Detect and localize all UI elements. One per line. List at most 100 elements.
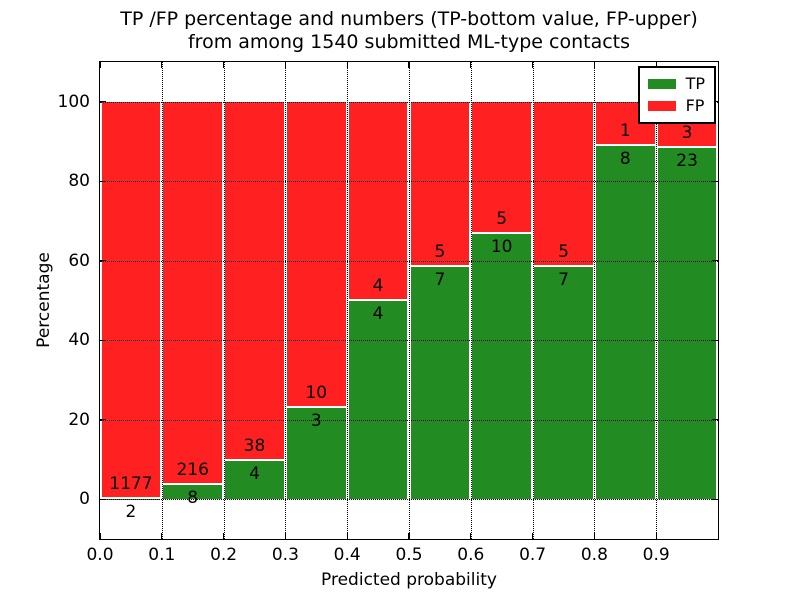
tp-swatch-icon [647, 79, 676, 89]
tp-count-label: 7 [434, 270, 446, 291]
y-tick-mark-left [100, 260, 106, 262]
y-tick-mark-left [100, 339, 106, 341]
x-gridline [347, 62, 349, 539]
y-tick-label: 40 [68, 330, 90, 351]
fp-bar-segment [348, 101, 408, 301]
x-gridline [532, 62, 534, 539]
chart-title-line2: from among 1540 submitted ML-type contac… [187, 31, 631, 53]
x-tick-mark-top [346, 62, 348, 68]
x-tick-mark-top [222, 62, 225, 68]
x-tick-label: 0.6 [457, 545, 485, 565]
tp-count-label: 4 [249, 464, 260, 485]
legend-item-fp: FP [647, 95, 705, 117]
legend-item-tp: TP [647, 73, 705, 95]
fp-count-label: 3 [681, 122, 693, 143]
tp-bar-segment [472, 234, 532, 500]
tp-count-label: 8 [187, 488, 199, 509]
legend-label-fp: FP [685, 96, 705, 115]
x-tick-mark-top [408, 62, 410, 68]
fp-bar-segment [472, 101, 532, 235]
plot-area: 1177 2 216 8 38 4 10 3 4 4 5 7 5 10 5 7 1 8 3 23 TP FP [99, 61, 719, 540]
chart-title: TP /FP percentage and numbers (TP-bottom… [100, 8, 718, 54]
x-tick-mark-bottom [222, 533, 225, 539]
y-tick-mark-right [712, 498, 718, 500]
x-tick-mark-top [593, 62, 596, 68]
x-tick-mark-top [161, 62, 163, 68]
x-tick-mark-bottom [408, 533, 410, 539]
x-gridline [470, 62, 472, 539]
x-tick-mark-top [655, 62, 657, 68]
x-tick-mark-bottom [593, 533, 596, 539]
x-tick-label: 0.2 [210, 545, 238, 565]
fp-bar-segment [286, 101, 346, 408]
fp-count-label: 38 [243, 436, 266, 457]
fp-bar-segment [163, 101, 223, 486]
x-tick-mark-bottom [531, 533, 534, 539]
x-tick-label: 0.9 [642, 545, 670, 565]
tp-count-label: 4 [372, 303, 384, 324]
tp-bar-segment [410, 267, 470, 500]
tp-count-label: 7 [558, 270, 569, 291]
y-tick-mark-left [100, 101, 106, 103]
x-gridline [656, 62, 658, 539]
fp-count-label: 5 [434, 242, 446, 263]
y-tick-mark-right [712, 419, 718, 421]
tp-bar-segment [534, 267, 593, 500]
tp-count-label: 2 [125, 501, 137, 522]
fp-count-label: 5 [496, 209, 508, 230]
x-gridline [594, 62, 596, 539]
x-tick-label: 0.8 [580, 545, 608, 565]
y-tick-mark-right [712, 339, 718, 341]
tp-count-label: 23 [676, 150, 698, 171]
tp-count-label: 3 [310, 410, 322, 431]
y-tick-mark-left [100, 180, 106, 182]
x-tick-mark-bottom [99, 533, 101, 539]
x-tick-label: 0.7 [519, 545, 547, 565]
x-tick-mark-top [99, 62, 101, 68]
x-tick-mark-bottom [470, 533, 472, 539]
x-tick-mark-bottom [655, 533, 657, 539]
y-tick-mark-left [100, 498, 106, 500]
y-tick-mark-left [100, 419, 106, 421]
fp-count-label: 216 [176, 460, 209, 481]
x-tick-mark-top [531, 62, 534, 68]
x-tick-mark-top [284, 62, 287, 68]
tp-bar-segment [286, 407, 346, 500]
x-tick-label: 0.1 [148, 545, 176, 565]
x-gridline [409, 62, 410, 539]
x-gridline [285, 62, 287, 539]
tp-bar-segment [101, 498, 161, 500]
fp-count-label: 10 [305, 382, 328, 403]
fp-bar-segment [410, 101, 470, 268]
y-tick-label: 20 [68, 409, 90, 430]
x-tick-mark-bottom [346, 533, 348, 539]
x-gridline [223, 62, 225, 539]
x-tick-label: 0.0 [86, 545, 114, 565]
tp-bar-segment [657, 147, 717, 500]
tp-count-label: 10 [490, 237, 513, 258]
tp-bar-segment [595, 145, 655, 500]
y-tick-mark-right [712, 260, 718, 262]
tp-bar-segment [163, 485, 223, 500]
x-tick-label: 0.5 [395, 545, 423, 565]
tp-bar-segment [348, 300, 408, 500]
x-axis-label: Predicted probability [321, 570, 497, 590]
fp-count-label: 1 [619, 120, 631, 141]
y-tick-label: 60 [68, 250, 90, 271]
chart-title-line1: TP /FP percentage and numbers (TP-bottom… [120, 8, 698, 30]
fp-count-label: 5 [558, 242, 569, 263]
legend-label-tp: TP [685, 74, 705, 93]
tp-count-label: 8 [619, 148, 631, 169]
legend: TP FP [637, 66, 716, 124]
x-tick-mark-bottom [161, 533, 163, 539]
x-tick-label: 0.3 [271, 545, 299, 565]
x-tick-mark-bottom [284, 533, 287, 539]
fp-bar-segment [225, 101, 284, 462]
tp-bar-segment [225, 461, 284, 500]
x-tick-mark-top [470, 62, 472, 68]
fp-swatch-icon [647, 101, 676, 111]
y-tick-label: 0 [79, 489, 90, 510]
y-tick-label: 80 [68, 171, 90, 192]
y-tick-mark-right [712, 180, 718, 182]
